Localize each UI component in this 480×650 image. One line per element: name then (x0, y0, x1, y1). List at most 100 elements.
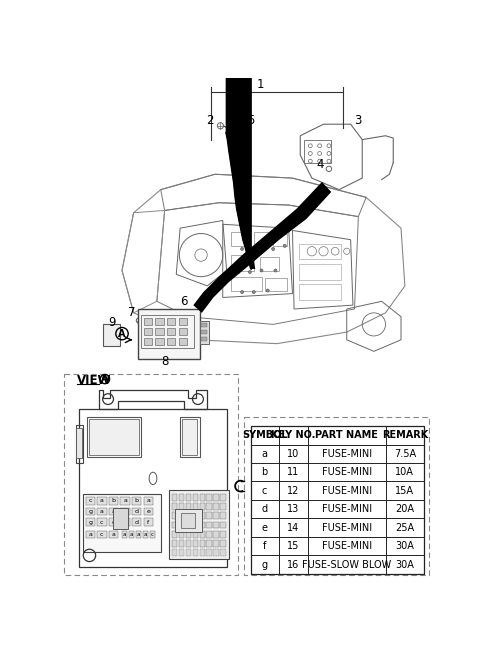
Text: a: a (88, 532, 92, 537)
Bar (172, 540, 177, 547)
Bar (167, 328, 176, 335)
Bar (97, 508, 107, 515)
Text: 7: 7 (128, 306, 135, 319)
Text: a: a (100, 499, 104, 503)
Bar (172, 521, 177, 528)
Text: 3: 3 (355, 114, 362, 127)
Bar (85, 531, 95, 538)
Bar (214, 494, 219, 500)
Bar (97, 519, 107, 526)
Bar (113, 508, 128, 529)
Text: b: b (135, 499, 139, 503)
Bar (120, 497, 130, 504)
Text: FUSE-MINI: FUSE-MINI (322, 504, 372, 514)
Text: c: c (112, 520, 115, 525)
Text: FUSE-MINI: FUSE-MINI (322, 467, 372, 477)
Circle shape (252, 291, 255, 294)
Text: c: c (88, 499, 92, 503)
Circle shape (283, 244, 286, 248)
Bar (156, 318, 164, 325)
Text: VIEW: VIEW (77, 374, 111, 387)
Bar (120, 508, 130, 515)
Text: 15A: 15A (396, 486, 414, 496)
Text: 30A: 30A (396, 560, 414, 569)
Text: 30A: 30A (396, 541, 414, 551)
Bar (85, 519, 95, 526)
Bar (167, 318, 176, 325)
Bar (265, 278, 287, 291)
Text: FUSE-MINI: FUSE-MINI (322, 448, 372, 459)
Bar (129, 531, 134, 538)
Text: a: a (111, 532, 115, 537)
Bar (109, 497, 118, 504)
Text: a: a (136, 532, 140, 537)
Bar (109, 531, 118, 538)
Bar (122, 531, 127, 538)
Bar (186, 531, 191, 538)
Bar (179, 540, 184, 547)
Bar (87, 417, 142, 457)
Bar (136, 531, 142, 538)
Text: 11: 11 (287, 467, 300, 477)
Bar (206, 549, 212, 556)
Bar (200, 521, 205, 528)
Text: f: f (263, 541, 266, 551)
Bar (182, 419, 197, 454)
Text: 10A: 10A (396, 467, 414, 477)
Text: FUSE-MINI: FUSE-MINI (322, 486, 372, 496)
Text: a: a (262, 448, 268, 459)
Bar (172, 503, 177, 510)
Bar (304, 140, 331, 162)
Bar (179, 318, 187, 325)
Bar (201, 330, 207, 334)
Text: 12: 12 (287, 486, 300, 496)
Bar (179, 512, 184, 519)
Text: e: e (123, 509, 127, 514)
Bar (201, 323, 207, 328)
Bar (200, 512, 205, 519)
Bar (103, 324, 120, 346)
Text: g: g (262, 560, 268, 569)
Bar (200, 320, 209, 344)
Text: FUSE-MINI: FUSE-MINI (322, 523, 372, 533)
Text: a: a (130, 532, 133, 537)
Bar (83, 494, 161, 552)
Text: c: c (262, 486, 267, 496)
Bar (220, 494, 226, 500)
Bar (192, 531, 198, 538)
Bar (214, 531, 219, 538)
Bar (156, 328, 164, 335)
Text: 20A: 20A (396, 504, 414, 514)
Bar (206, 521, 212, 528)
Bar (192, 503, 198, 510)
Bar (299, 265, 341, 279)
Text: f: f (147, 520, 149, 525)
Circle shape (260, 269, 263, 272)
Bar (206, 494, 212, 500)
Text: FUSE-SLOW BLOW: FUSE-SLOW BLOW (302, 560, 391, 569)
Bar (186, 521, 191, 528)
Bar (179, 531, 184, 538)
Text: PART NAME: PART NAME (315, 430, 378, 440)
Text: b: b (111, 499, 116, 503)
Bar (201, 337, 207, 341)
Bar (156, 338, 164, 345)
Text: 8: 8 (161, 355, 168, 368)
Bar (214, 521, 219, 528)
Bar (179, 494, 184, 500)
Text: 13: 13 (287, 504, 300, 514)
Circle shape (272, 248, 275, 250)
Circle shape (256, 248, 259, 250)
Bar (192, 521, 198, 528)
Bar (144, 318, 152, 325)
Circle shape (237, 123, 242, 129)
Bar (220, 540, 226, 547)
Circle shape (240, 248, 244, 250)
Bar (109, 508, 118, 515)
Bar (186, 549, 191, 556)
Bar (109, 519, 118, 526)
Bar (220, 503, 226, 510)
Bar (150, 531, 156, 538)
Text: 4: 4 (316, 158, 324, 171)
Text: a: a (100, 509, 104, 514)
